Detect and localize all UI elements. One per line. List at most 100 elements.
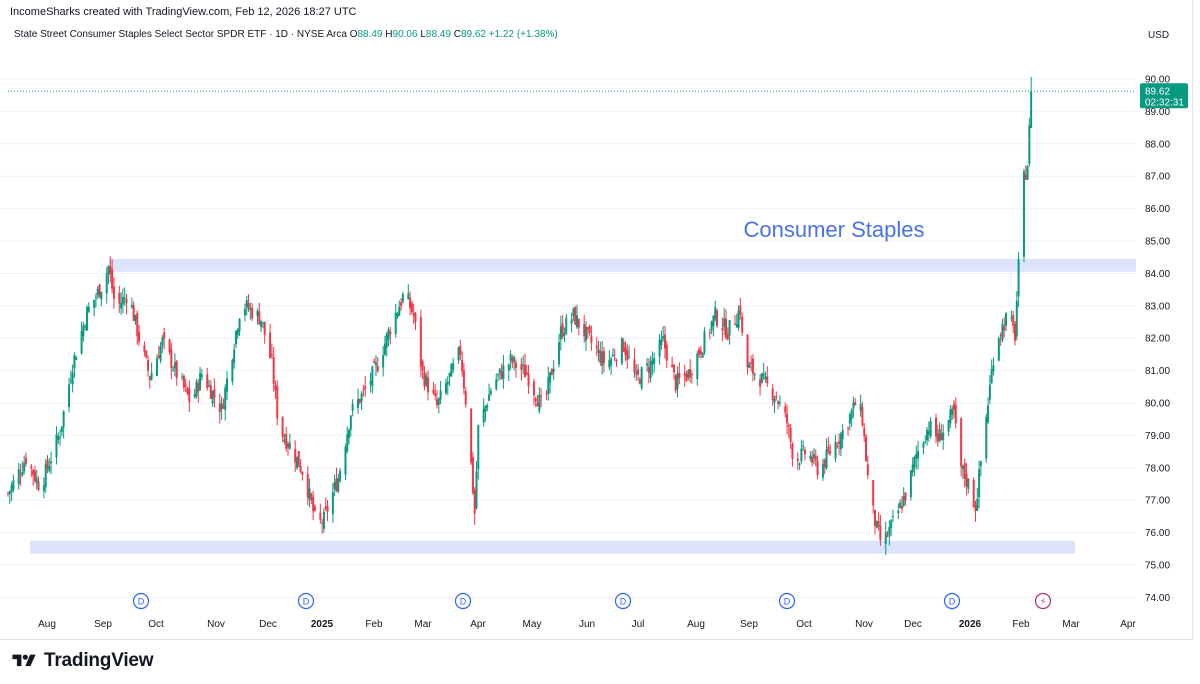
candle-body bbox=[324, 506, 327, 509]
candle-body bbox=[1015, 300, 1018, 337]
candle-body bbox=[383, 343, 386, 355]
candle-body bbox=[50, 461, 53, 464]
dividend-marker bbox=[132, 592, 150, 610]
candle-body bbox=[500, 371, 503, 379]
candle-body bbox=[746, 334, 749, 368]
candle-body bbox=[929, 420, 932, 437]
symbol-legend: State Street Consumer Staples Select Sec… bbox=[14, 29, 558, 40]
candle-body bbox=[766, 376, 769, 384]
candle-body bbox=[703, 331, 706, 353]
candle-body bbox=[348, 429, 351, 438]
open-label: O bbox=[349, 29, 358, 40]
candle-body bbox=[234, 331, 237, 345]
candle-body bbox=[409, 297, 412, 308]
candle-body bbox=[163, 332, 166, 339]
candle-body bbox=[854, 402, 857, 406]
candle-body bbox=[143, 345, 146, 352]
candle-body bbox=[622, 341, 625, 352]
candle-body bbox=[665, 344, 668, 361]
candle-body bbox=[586, 327, 589, 330]
candle-body bbox=[902, 495, 905, 506]
candle-body bbox=[875, 520, 878, 528]
candle-body bbox=[523, 364, 526, 378]
candle-body bbox=[184, 384, 187, 387]
y-tick-label: 78.00 bbox=[1145, 463, 1170, 474]
candle-body bbox=[771, 388, 774, 401]
time-axis-divider bbox=[0, 639, 1193, 640]
y-tick-label: 90.00 bbox=[1145, 75, 1170, 86]
candle-body bbox=[1026, 166, 1029, 180]
candle-body bbox=[457, 347, 460, 361]
price-axis-divider bbox=[1192, 0, 1193, 640]
candle-body bbox=[306, 474, 309, 498]
candle-body bbox=[276, 386, 279, 419]
candle-body bbox=[836, 445, 839, 447]
candle-body bbox=[87, 306, 90, 312]
candle-body bbox=[145, 350, 148, 358]
candle-body bbox=[182, 375, 185, 388]
candle-body bbox=[550, 369, 553, 376]
change-value: +1.22 (+1.38%) bbox=[488, 29, 558, 40]
candle-body bbox=[351, 403, 354, 411]
candle-body bbox=[547, 377, 550, 395]
candle-body bbox=[938, 429, 941, 442]
candle-body bbox=[651, 359, 654, 365]
candle-body bbox=[760, 373, 763, 384]
candle-body bbox=[335, 478, 338, 491]
candle-body bbox=[407, 293, 410, 299]
close-value: 89.62 bbox=[460, 29, 486, 40]
candle-body bbox=[552, 368, 555, 373]
candle-body bbox=[130, 305, 133, 308]
candle-body bbox=[459, 346, 462, 355]
candle-body bbox=[200, 374, 203, 377]
candle-body bbox=[888, 527, 891, 536]
candle-body bbox=[497, 374, 500, 376]
symbol-name[interactable]: State Street Consumer Staples Select Sec… bbox=[14, 29, 347, 40]
y-tick-label: 82.00 bbox=[1145, 334, 1170, 345]
candle-body bbox=[847, 427, 850, 429]
candle-body bbox=[974, 505, 977, 512]
candle-body bbox=[412, 313, 415, 316]
candle-body bbox=[963, 463, 966, 479]
candle-body bbox=[723, 318, 726, 328]
candle-body bbox=[1013, 323, 1016, 341]
candle-body bbox=[10, 484, 13, 493]
candle-body bbox=[387, 329, 390, 340]
y-tick-label: 89.00 bbox=[1145, 107, 1170, 118]
candle-body bbox=[157, 355, 160, 359]
x-tick-label: Feb bbox=[1012, 619, 1030, 630]
candle-body bbox=[777, 401, 780, 404]
candle-body bbox=[1005, 313, 1008, 326]
candle-body bbox=[482, 408, 485, 423]
candle-body bbox=[816, 461, 819, 476]
candle-body bbox=[726, 334, 729, 340]
candle-body bbox=[748, 364, 751, 368]
candle-body bbox=[859, 403, 862, 411]
candle-body bbox=[421, 361, 424, 371]
candle-body bbox=[863, 428, 866, 437]
candle-body bbox=[884, 532, 887, 545]
candle-body bbox=[312, 497, 315, 512]
candle-body bbox=[590, 335, 593, 343]
candle-body bbox=[899, 502, 902, 509]
candle-body bbox=[319, 512, 322, 520]
dividend-marker-label: D bbox=[949, 597, 956, 607]
candle-body bbox=[879, 525, 882, 541]
candle-body bbox=[464, 391, 467, 405]
close-label: C bbox=[453, 29, 461, 40]
candle-body bbox=[1017, 258, 1020, 297]
candle-body bbox=[96, 288, 99, 296]
currency-label[interactable]: USD bbox=[1148, 30, 1170, 41]
candle-body bbox=[371, 366, 374, 387]
candle-body bbox=[954, 405, 957, 424]
candle-body bbox=[357, 399, 360, 408]
candle-body bbox=[398, 307, 401, 316]
candle-body bbox=[313, 506, 316, 511]
x-tick-label: Oct bbox=[148, 619, 164, 630]
candle-body bbox=[570, 319, 573, 324]
support-zone bbox=[30, 540, 1075, 554]
price-chart[interactable]: Consumer Staples 90.00 89.00 88.00 87.00 86.0… bbox=[0, 0, 1200, 645]
candle-body bbox=[243, 308, 246, 316]
candle-body bbox=[69, 380, 72, 382]
candle-body bbox=[595, 345, 598, 349]
